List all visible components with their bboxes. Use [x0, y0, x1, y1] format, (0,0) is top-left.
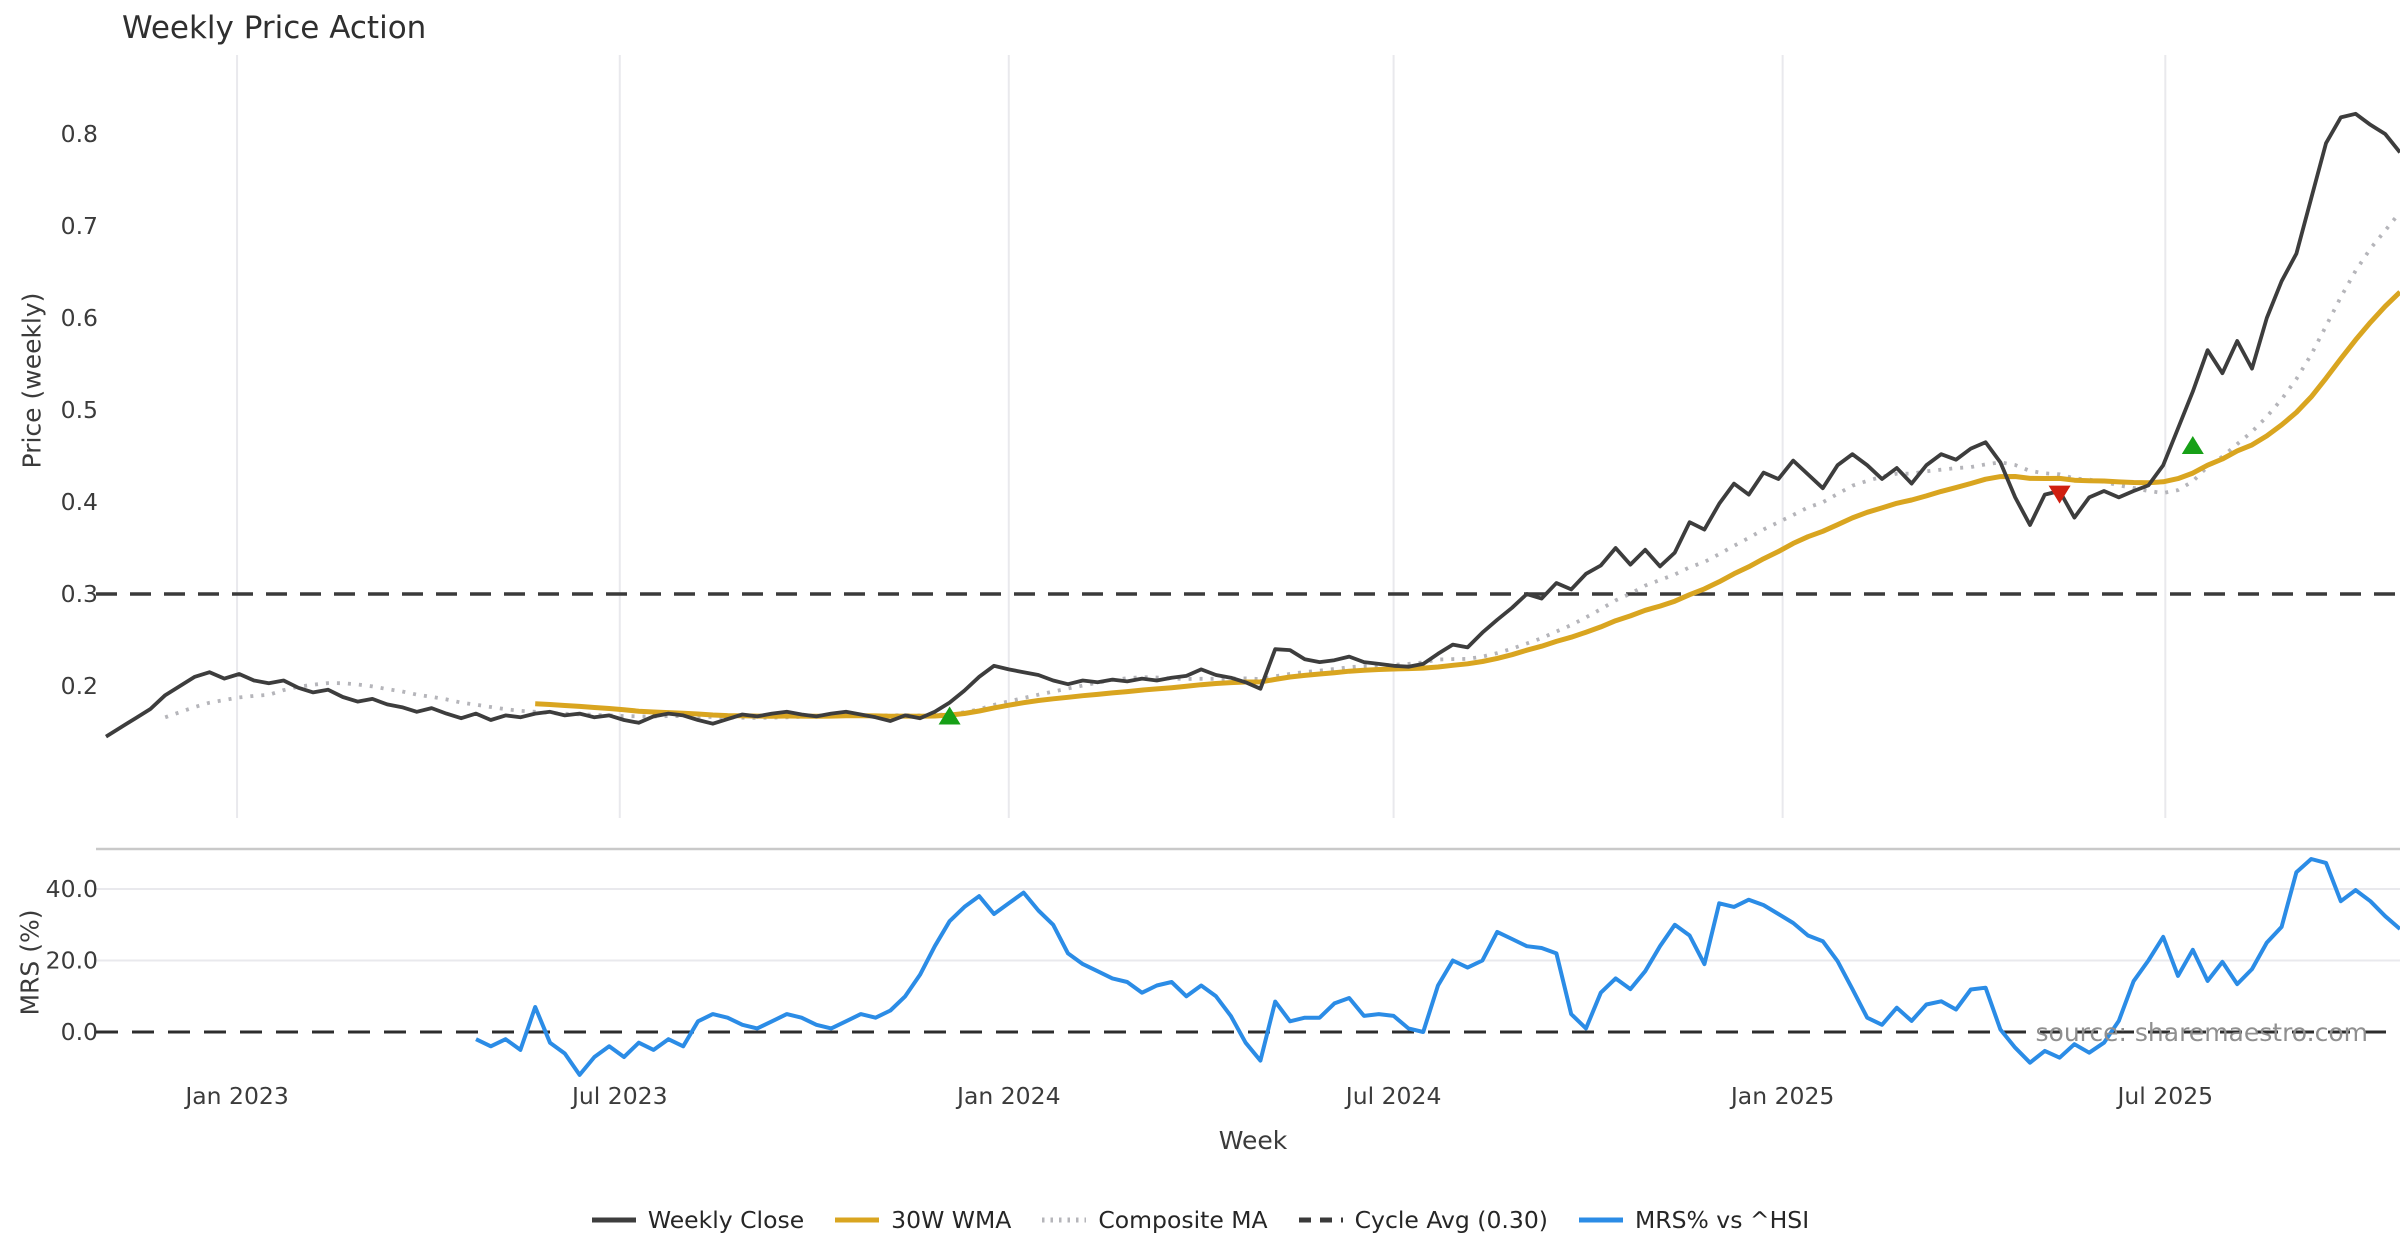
composite-ma-line [164, 211, 2400, 720]
legend-label: MRS% vs ^HSI [1634, 1206, 1810, 1234]
legend-item: Weekly Close [591, 1206, 804, 1234]
legend-label: Weekly Close [647, 1206, 805, 1234]
mrs-axis-label: MRS (%) [15, 909, 45, 1016]
buy-signal-marker [2181, 435, 2204, 454]
legend-line-sample [835, 1217, 880, 1223]
x-tick-label: Jan 2023 [183, 1082, 289, 1110]
chart-title: Weekly Price Action [122, 10, 427, 46]
price-tick-label: 0.5 [61, 396, 98, 424]
mrs-tick-label: 20.0 [46, 947, 98, 975]
x-tick-label: Jan 2024 [955, 1082, 1061, 1110]
wma-30w-line [535, 290, 2400, 719]
price-tick-label: 0.8 [61, 120, 98, 148]
price-tick-label: 0.2 [61, 672, 98, 700]
x-tick-label: Jul 2023 [570, 1082, 668, 1110]
legend-label: 30W WMA [891, 1206, 1012, 1234]
mrs-tick-label: 40.0 [46, 875, 98, 903]
x-axis-label: Week [1218, 1126, 1288, 1155]
legend-label: Composite MA [1098, 1206, 1268, 1234]
mrs-line [475, 857, 2400, 1077]
legend-item: MRS% vs ^HSI [1578, 1206, 1809, 1234]
watermark: source: sharemaestro.com [2035, 1018, 2369, 1047]
legend-line-sample [1042, 1217, 1087, 1223]
x-tick-label: Jul 2025 [2115, 1082, 2213, 1110]
legend: Weekly Close 30W WMA Composite MA Cycle … [0, 1206, 2400, 1234]
legend-line-sample [1298, 1217, 1343, 1223]
legend-label: Cycle Avg (0.30) [1354, 1206, 1548, 1234]
x-tick-label: Jan 2025 [1729, 1082, 1835, 1110]
legend-item: Cycle Avg (0.30) [1298, 1206, 1548, 1234]
price-tick-label: 0.6 [61, 304, 98, 332]
legend-line-sample [1578, 1217, 1623, 1223]
price-tick-label: 0.4 [61, 488, 98, 516]
mrs-tick-label: 0.0 [61, 1018, 98, 1046]
x-tick-label: Jul 2024 [1344, 1082, 1442, 1110]
sell-signal-marker [2048, 485, 2071, 504]
weekly-close-line [104, 111, 2400, 739]
legend-line-sample [591, 1217, 636, 1223]
legend-item: 30W WMA [834, 1206, 1011, 1234]
price-axis-label: Price (weekly) [17, 292, 47, 469]
price-tick-label: 0.3 [61, 580, 98, 608]
buy-signal-marker [938, 706, 961, 725]
legend-item: Composite MA [1041, 1206, 1268, 1234]
price-tick-label: 0.7 [61, 212, 98, 240]
